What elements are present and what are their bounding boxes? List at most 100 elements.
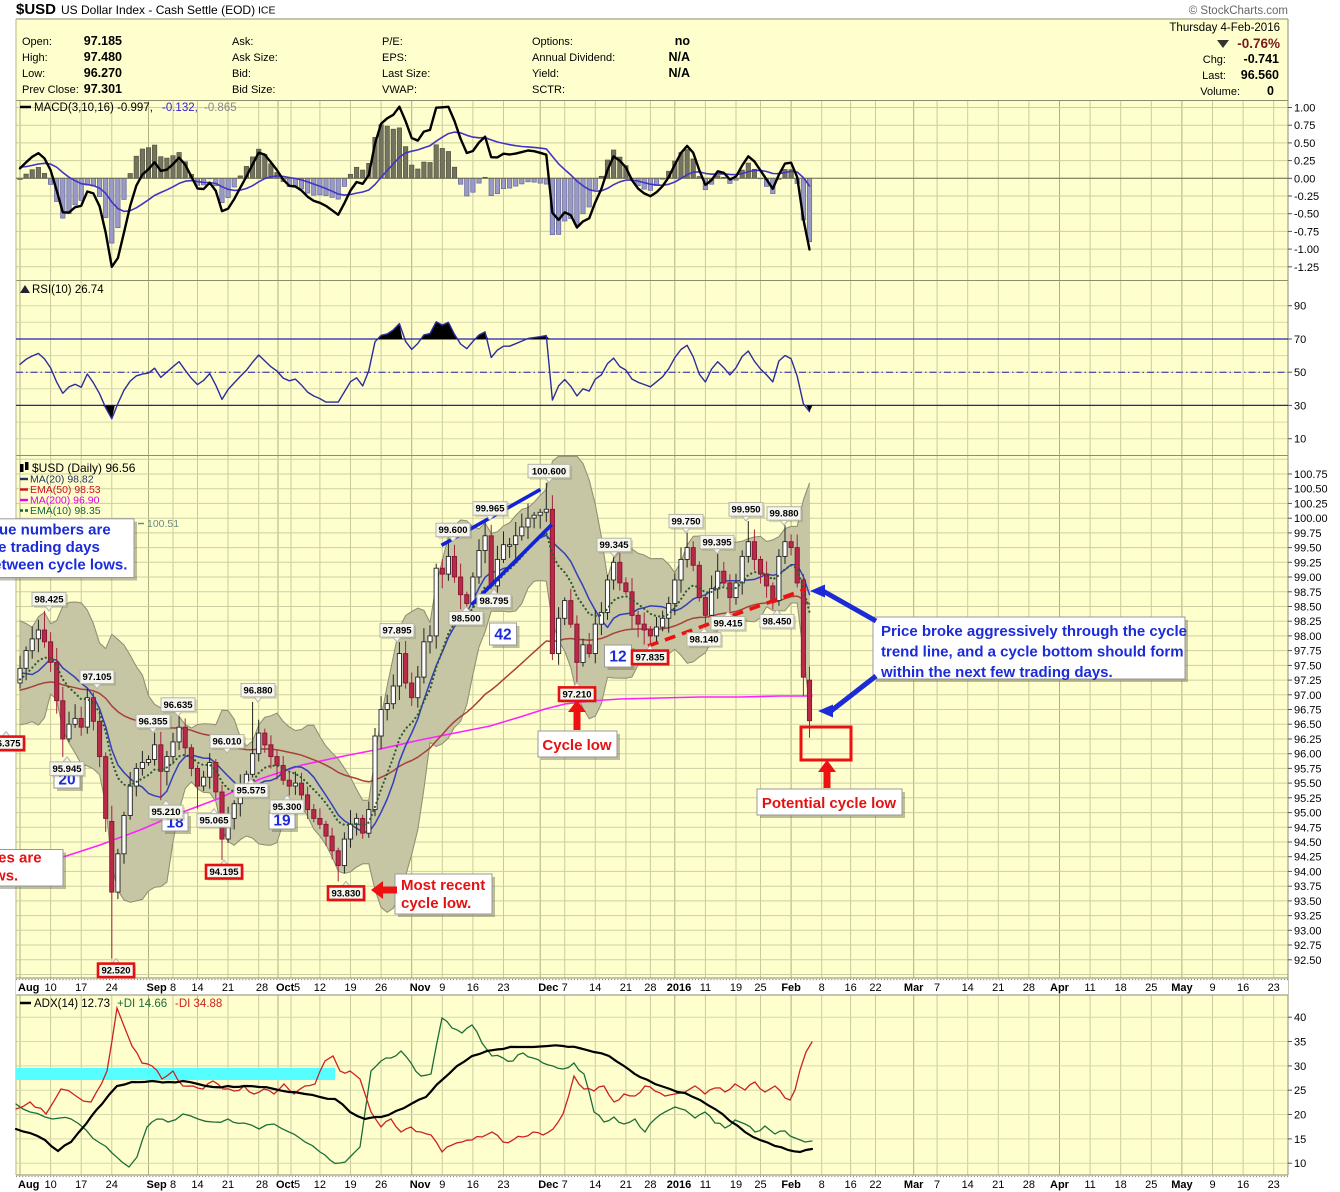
svg-text:94.00: 94.00 [1294, 866, 1322, 878]
svg-text:98.50: 98.50 [1294, 602, 1322, 614]
svg-text:ADX(14) 12.73: ADX(14) 12.73 [34, 998, 110, 1010]
svg-text:96.25: 96.25 [1294, 734, 1322, 746]
svg-text:25: 25 [1145, 1179, 1157, 1191]
svg-text:99.25: 99.25 [1294, 557, 1322, 569]
svg-text:Ask:: Ask: [232, 36, 253, 48]
svg-text:-0.76%: -0.76% [1237, 36, 1280, 51]
svg-text:5: 5 [294, 1179, 300, 1191]
svg-text:Oct: Oct [276, 982, 295, 994]
svg-text:98.00: 98.00 [1294, 631, 1322, 643]
svg-text:30: 30 [1294, 1061, 1306, 1073]
svg-text:within the next few trading da: within the next few trading days. [880, 664, 1113, 681]
svg-text:0.25: 0.25 [1294, 156, 1315, 168]
svg-text:21: 21 [620, 982, 632, 994]
svg-text:98.425: 98.425 [34, 594, 64, 605]
svg-text:-0.25: -0.25 [1294, 191, 1319, 203]
svg-text:12: 12 [314, 982, 326, 994]
svg-text:22: 22 [869, 982, 881, 994]
svg-text:cycle low.: cycle low. [401, 895, 471, 912]
svg-text:95.065: 95.065 [199, 816, 229, 827]
svg-text:95.575: 95.575 [236, 786, 266, 797]
svg-text:93.50: 93.50 [1294, 896, 1322, 908]
svg-text:Low:: Low: [22, 68, 45, 80]
svg-text:19: 19 [273, 813, 291, 830]
svg-text:11: 11 [700, 1179, 711, 1191]
svg-text:23: 23 [497, 1179, 509, 1191]
svg-text:21: 21 [992, 982, 1004, 994]
svg-text:97.480: 97.480 [84, 50, 122, 64]
svg-text:-0.75: -0.75 [1294, 226, 1319, 238]
svg-text:100.600: 100.600 [532, 466, 566, 477]
svg-text:10: 10 [1294, 434, 1306, 446]
svg-text:97.210: 97.210 [562, 689, 591, 700]
svg-text:EPS:: EPS: [382, 52, 407, 64]
svg-text:Chg:: Chg: [1203, 54, 1226, 66]
svg-text:N/A: N/A [668, 66, 690, 80]
svg-text:8: 8 [819, 982, 825, 994]
svg-text:ICE: ICE [258, 5, 276, 17]
svg-text:99.880: 99.880 [769, 509, 798, 520]
svg-text:26: 26 [375, 982, 387, 994]
svg-text:Nov: Nov [410, 1179, 432, 1191]
svg-text:23: 23 [497, 982, 509, 994]
svg-text:98.450: 98.450 [762, 616, 791, 627]
svg-text:92.50: 92.50 [1294, 955, 1322, 967]
svg-text:trend line, and a cycle bottom: trend line, and a cycle bottom should fo… [881, 644, 1184, 661]
svg-text:11: 11 [1084, 982, 1095, 994]
svg-text:5: 5 [294, 982, 300, 994]
svg-text:9: 9 [439, 982, 445, 994]
svg-text:97.185: 97.185 [84, 34, 122, 48]
svg-text:-0.741: -0.741 [1244, 52, 1279, 66]
svg-text:99.75: 99.75 [1294, 528, 1322, 540]
svg-text:Annual Dividend:: Annual Dividend: [532, 52, 615, 64]
svg-text:14: 14 [589, 1179, 601, 1191]
svg-text:N/A: N/A [668, 50, 690, 64]
svg-text:Oct: Oct [276, 1179, 295, 1191]
svg-text:93.25: 93.25 [1294, 911, 1322, 923]
svg-text:19: 19 [344, 1179, 356, 1191]
svg-text:MACD(3,10,16) -0.997,: MACD(3,10,16) -0.997, [34, 102, 153, 114]
svg-text:9: 9 [1209, 1179, 1215, 1191]
svg-text:11: 11 [700, 982, 711, 994]
svg-text:95.50: 95.50 [1294, 778, 1322, 790]
svg-text:95.00: 95.00 [1294, 808, 1322, 820]
svg-text:May: May [1171, 1179, 1193, 1191]
svg-text:16: 16 [1237, 982, 1249, 994]
svg-text:42: 42 [494, 627, 511, 644]
svg-text:14: 14 [191, 982, 203, 994]
svg-text:99.395: 99.395 [702, 537, 732, 548]
svg-text:100.50: 100.50 [1294, 484, 1328, 496]
svg-text:96.00: 96.00 [1294, 749, 1322, 761]
svg-text:7: 7 [934, 982, 940, 994]
svg-text:19: 19 [344, 982, 356, 994]
svg-text:95.300: 95.300 [272, 802, 301, 813]
svg-text:94.195: 94.195 [209, 867, 239, 878]
svg-text:0: 0 [1267, 84, 1274, 98]
svg-text:95.75: 95.75 [1294, 763, 1322, 775]
svg-text:22: 22 [869, 1179, 881, 1191]
svg-text:97.75: 97.75 [1294, 646, 1322, 658]
svg-text:99.00: 99.00 [1294, 572, 1322, 584]
svg-text:16: 16 [844, 982, 856, 994]
svg-text:96.560: 96.560 [1241, 68, 1279, 82]
svg-text:97.301: 97.301 [84, 82, 122, 96]
svg-text:Aug: Aug [18, 982, 39, 994]
svg-text:19: 19 [730, 1179, 742, 1191]
svg-text:96.75: 96.75 [1294, 705, 1322, 717]
svg-text:25: 25 [1294, 1085, 1306, 1097]
svg-text:96.270: 96.270 [84, 66, 122, 80]
svg-text:99.415: 99.415 [713, 619, 743, 630]
svg-text:92.520: 92.520 [101, 966, 130, 977]
svg-text:10: 10 [44, 1179, 56, 1191]
svg-text:Volume:: Volume: [1200, 86, 1240, 98]
svg-text:1.00: 1.00 [1294, 103, 1315, 115]
svg-text:14: 14 [962, 1179, 974, 1191]
svg-text:16: 16 [844, 1179, 856, 1191]
svg-text:7: 7 [934, 1179, 940, 1191]
svg-text:Sep: Sep [147, 982, 167, 994]
svg-text:99.600: 99.600 [438, 525, 467, 536]
svg-text:-1.00: -1.00 [1294, 244, 1319, 256]
svg-text:35: 35 [1294, 1037, 1306, 1049]
svg-text:100.51: 100.51 [147, 518, 179, 530]
svg-text:7: 7 [562, 1179, 568, 1191]
